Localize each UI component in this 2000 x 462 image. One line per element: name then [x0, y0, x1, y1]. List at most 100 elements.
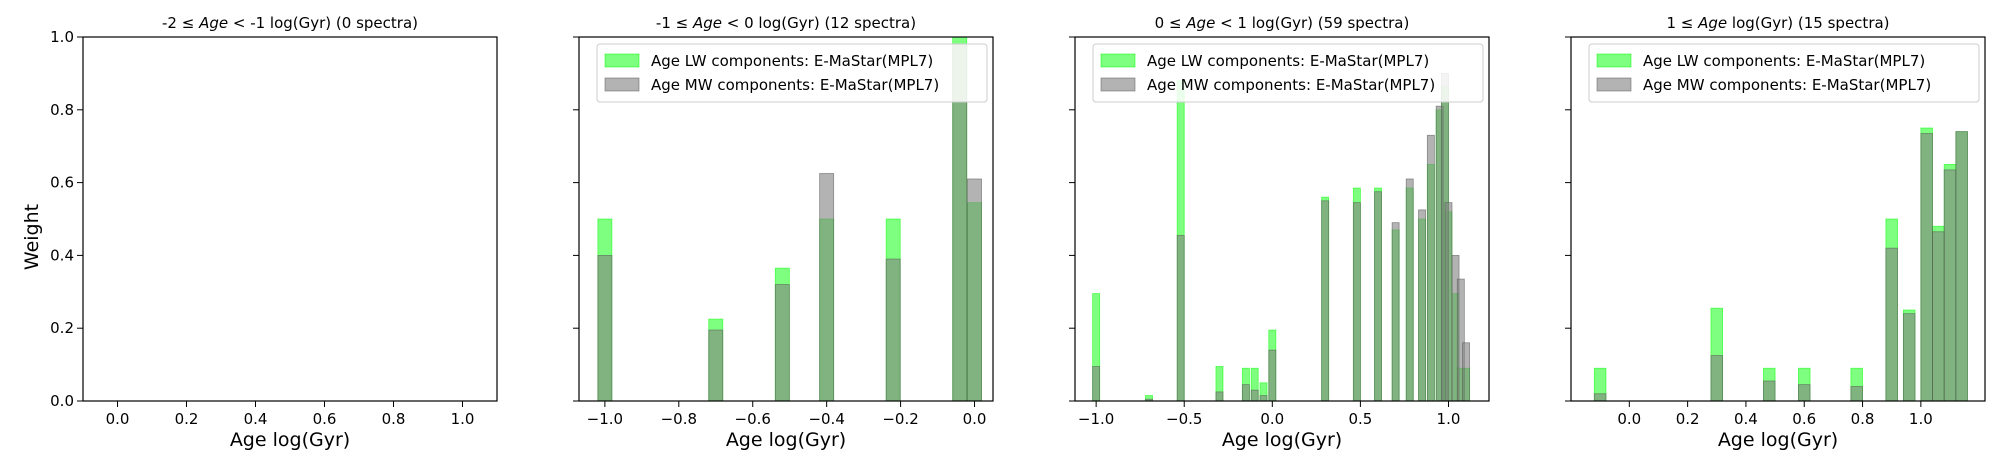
axes-frame: [578, 36, 994, 402]
y-axis-label: Weight: [21, 204, 43, 270]
mw-bar: [1850, 386, 1863, 402]
x-tick-label: −0.5: [1166, 410, 1202, 428]
x-tick-label: −1.0: [587, 410, 623, 428]
mw-bar: [1426, 134, 1435, 402]
y-tick-label: 0.0: [50, 392, 74, 410]
chart-title-part: 1: [1666, 14, 1676, 32]
mw-bar: [1920, 133, 1933, 402]
mw-bar: [1798, 384, 1811, 402]
mw-bar: [1885, 247, 1898, 402]
mw-bar: [967, 178, 982, 402]
legend-swatch-mw: [604, 77, 640, 92]
x-tick-label: −0.4: [808, 410, 844, 428]
y-tick-label: 0.4: [50, 246, 74, 264]
mw-bar: [1268, 349, 1277, 402]
mw-bar: [1943, 169, 1957, 402]
legend-swatch-lw: [604, 53, 640, 68]
chart-title: -1 ≤ Age < 0 log(Gyr) (12 spectra): [656, 14, 916, 32]
mw-bar: [1241, 384, 1250, 402]
legend-box: [596, 43, 988, 103]
axes-frame: [1570, 36, 1986, 402]
legend-swatch-mw: [1100, 77, 1136, 92]
chart-title-part: < 1 log(Gyr) (59 spectra): [1215, 14, 1409, 32]
x-tick-label: 0.2: [1676, 410, 1700, 428]
x-tick-label: −0.2: [882, 410, 918, 428]
legend: Age LW components: E-MaStar(MPL7) Age MW …: [1092, 43, 1484, 103]
chart-title-part: Age: [1182, 14, 1216, 32]
chart-title-part: < 0 log(Gyr) (12 spectra): [722, 14, 916, 32]
x-tick-label: −0.8: [661, 410, 697, 428]
x-tick-label: 0.6: [313, 410, 337, 428]
chart-panel-3: −1.0 −0.5 0.0 0.5 1.0 Age log(Gyr) 0 ≤ Age < 1…: [1069, 14, 1490, 451]
legend-swatch-mw: [1596, 77, 1632, 92]
mw-bar: [774, 284, 790, 402]
mw-bar: [1405, 178, 1414, 402]
legend-box: [1092, 43, 1484, 103]
mw-bar: [1391, 222, 1400, 402]
x-tick-label: 0.8: [382, 410, 406, 428]
chart-title-part: ≤: [671, 14, 688, 32]
legend-label: Age LW components: E-MaStar(MPL7): [1643, 52, 1925, 70]
mw-bar: [1462, 342, 1471, 402]
legend: Age LW components: E-MaStar(MPL7) Age MW …: [1588, 43, 1980, 103]
mw-bar: [1374, 191, 1382, 402]
mw-bar: [1321, 200, 1330, 402]
chart-panel-2: −1.0 −0.8 −0.6 −0.4 −0.2 0.0 Age log(Gyr) -1 ≤ …: [573, 14, 994, 451]
x-tick-label: 0.2: [175, 410, 199, 428]
mw-bar: [1176, 234, 1185, 402]
chart-title-part: < -1 log(Gyr) (0 spectra): [228, 14, 418, 32]
x-tick-label: 0.4: [244, 410, 268, 428]
mw-bar: [1250, 389, 1259, 402]
axes-frame: [82, 36, 498, 402]
mw-bar: [1593, 393, 1607, 402]
mw-bar: [1955, 131, 1968, 402]
x-tick-label: 0.4: [1734, 410, 1758, 428]
chart-title-part: ≤: [1676, 14, 1693, 32]
legend-box: [1588, 43, 1980, 103]
x-tick-label: 0.0: [1617, 410, 1641, 428]
chart-title-part: ≤: [1164, 14, 1181, 32]
chart-title: -2 ≤ Age < -1 log(Gyr) (0 spectra): [162, 14, 418, 32]
x-axis-label: Age log(Gyr): [230, 429, 350, 451]
chart-panel-1: 0.0 0.2 0.4 0.6 0.8 1.0 0.0 0.2 0.4 0.6 0.8 1.0 Age …: [50, 14, 498, 451]
legend-label: Age MW components: E-MaStar(MPL7): [1643, 76, 1931, 94]
chart-title-part: Age: [1693, 14, 1727, 32]
mw-bar: [1215, 391, 1224, 402]
x-tick-label: 1.0: [451, 410, 475, 428]
mw-bar: [1710, 355, 1723, 402]
x-tick-label: 1.0: [1437, 410, 1461, 428]
x-tick-label: 0.0: [1260, 410, 1284, 428]
legend-swatch-lw: [1596, 53, 1632, 68]
y-tick-label: 1.0: [50, 28, 74, 46]
chart-panel-4: 0.0 0.2 0.4 0.6 0.8 1.0 Age log(Gyr) 1 ≤ Age lo…: [1565, 14, 1986, 451]
y-tick-label: 0.8: [50, 101, 74, 119]
chart-title-part: 0: [1155, 14, 1165, 32]
x-axis-label: Age log(Gyr): [1222, 429, 1342, 451]
mw-bar: [708, 329, 724, 402]
mw-bar: [885, 258, 901, 402]
legend-label: Age LW components: E-MaStar(MPL7): [1147, 52, 1429, 70]
y-tick-label: 0.6: [50, 174, 74, 192]
legend-swatch-lw: [1100, 53, 1136, 68]
chart-title-part: Age: [688, 14, 722, 32]
mw-bar: [819, 173, 835, 402]
chart-title-part: Age: [194, 14, 228, 32]
x-tick-label: −1.0: [1078, 410, 1114, 428]
x-axis-label: Age log(Gyr): [1718, 429, 1838, 451]
legend-label: Age MW components: E-MaStar(MPL7): [651, 76, 939, 94]
y-tick-label: 0.2: [50, 319, 74, 337]
x-tick-label: −0.6: [735, 410, 771, 428]
x-tick-label: 0.0: [963, 410, 987, 428]
x-tick-label: 0.6: [1792, 410, 1816, 428]
mw-bar: [1418, 209, 1426, 402]
legend-label: Age MW components: E-MaStar(MPL7): [1147, 76, 1435, 94]
mw-bar: [1902, 313, 1916, 402]
x-tick-label: 0.5: [1348, 410, 1372, 428]
mw-bar: [1932, 231, 1945, 402]
chart-title-part: log(Gyr) (15 spectra): [1727, 14, 1889, 32]
legend: Age LW components: E-MaStar(MPL7) Age MW …: [596, 43, 988, 103]
x-tick-label: 0.8: [1851, 410, 1875, 428]
mw-bar: [1444, 202, 1453, 402]
panels: 0.0 0.2 0.4 0.6 0.8 1.0 0.0 0.2 0.4 0.6 0.8 1.0 Age …: [50, 14, 1986, 451]
